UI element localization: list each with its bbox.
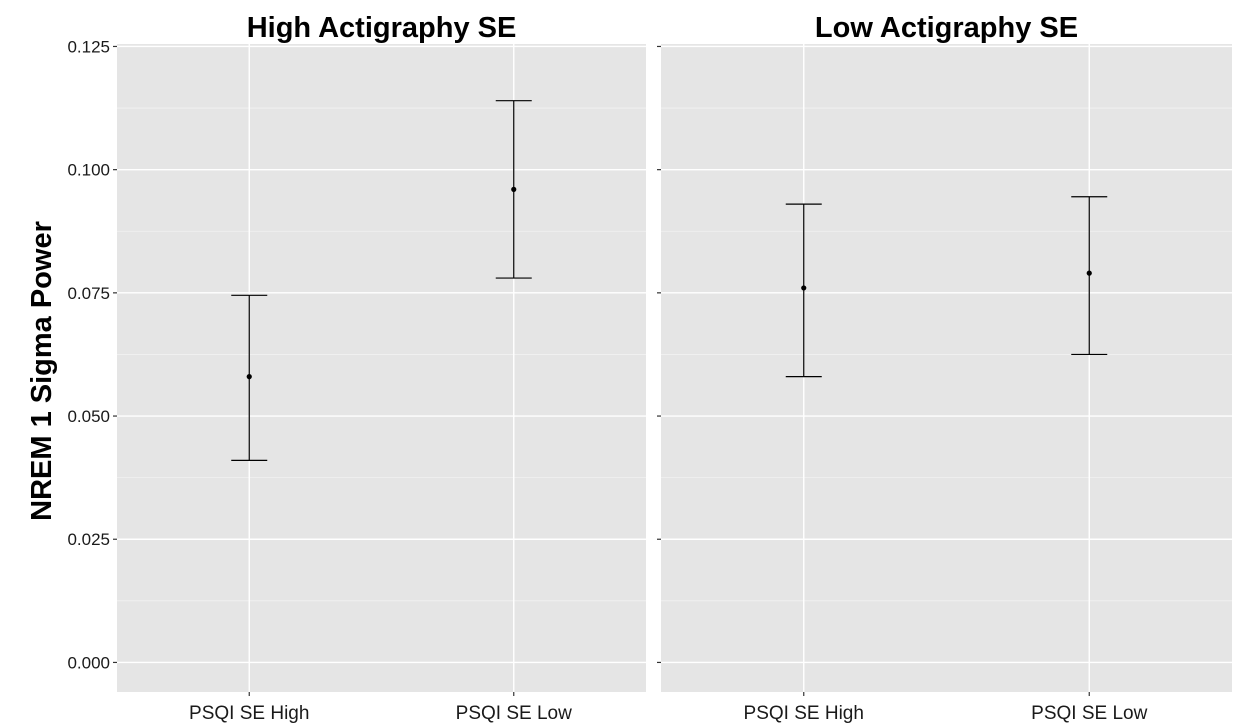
- x-tick-label: PSQI SE Low: [1031, 703, 1147, 724]
- panel-2: Low Actigraphy SE PSQI SE High PSQI SE Low: [657, 12, 1232, 724]
- mean-point: [1086, 270, 1092, 276]
- y-axis-label: NREM 1 Sigma Power: [26, 221, 58, 521]
- panel-title: High Actigraphy SE: [247, 12, 517, 44]
- x-tick-label: PSQI SE High: [189, 703, 309, 724]
- mean-point: [511, 186, 517, 192]
- y-tick-label: 0.100: [67, 161, 110, 180]
- y-tick-label: 0.125: [67, 37, 110, 56]
- mean-point: [246, 374, 252, 380]
- x-tick-label: PSQI SE Low: [456, 703, 572, 724]
- panel-title: Low Actigraphy SE: [815, 12, 1078, 44]
- panel-background: [117, 44, 646, 692]
- mean-point: [801, 285, 807, 291]
- y-axis: 0.000 0.025 0.050 0.075 0.100 0.125: [67, 37, 117, 672]
- y-tick-label: 0.075: [67, 284, 110, 303]
- panel-1: High Actigraphy SE PSQI SE High PSQI SE Lo…: [117, 12, 646, 724]
- panels: High Actigraphy SE PSQI SE High PSQI SE Lo…: [117, 12, 1232, 724]
- y-tick-label: 0.050: [67, 407, 110, 426]
- panel-background: [661, 44, 1232, 692]
- y-tick-label: 0.025: [67, 530, 110, 549]
- y-tick-label: 0.000: [67, 653, 110, 672]
- x-tick-label: PSQI SE High: [744, 703, 864, 724]
